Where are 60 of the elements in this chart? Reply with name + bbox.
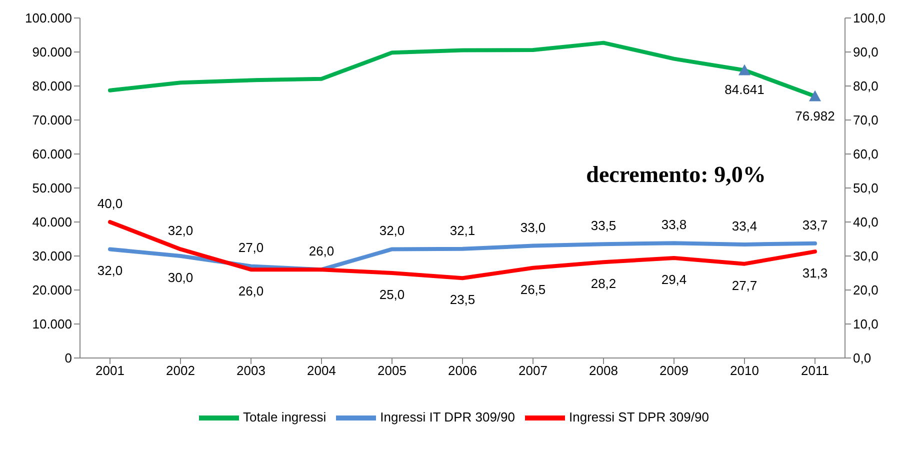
data-label: 26,0	[238, 284, 264, 299]
y2-tick-label: 40,0	[853, 214, 878, 230]
data-label: 76.982	[795, 108, 835, 124]
data-label: 26,5	[520, 282, 546, 297]
y2-tick-label: 10,0	[853, 316, 878, 332]
y2-tick-label: 50,0	[853, 180, 878, 196]
legend-label: Ingressi IT DPR 309/90	[380, 409, 516, 424]
data-label: 26,0	[308, 244, 334, 259]
data-label: 32,0	[97, 263, 123, 278]
y2-tick-label: 60,0	[853, 146, 878, 162]
x-tick-label: 2004	[307, 363, 336, 378]
data-label: 32,1	[450, 222, 476, 238]
y2-tick-label: 80,0	[853, 78, 878, 94]
data-label: 30,0	[168, 270, 194, 285]
y-tick-label: 0	[64, 350, 72, 366]
y-tick-label: 50.000	[32, 180, 72, 196]
x-tick-label: 2010	[730, 363, 759, 378]
data-label: 33,0	[520, 220, 546, 235]
y2-tick-label: 20,0	[853, 282, 878, 298]
y-tick-label: 70.000	[32, 112, 72, 128]
x-tick-label: 2009	[660, 363, 688, 378]
y-tick-label: 10.000	[32, 316, 72, 332]
y2-tick-label: 100,0	[853, 10, 886, 26]
data-label: 25,0	[379, 287, 405, 302]
data-label: 28,2	[590, 276, 616, 292]
data-label: 27,7	[732, 278, 758, 293]
data-label: 23,5	[450, 292, 476, 308]
data-label: 40,0	[97, 196, 123, 211]
x-tick-label: 2005	[378, 363, 406, 378]
data-label: 29,4	[661, 272, 687, 288]
x-tick-label: 2006	[448, 363, 477, 378]
y-tick-label: 80.000	[32, 78, 72, 94]
x-tick-label: 2002	[166, 363, 195, 378]
x-tick-label: 2007	[518, 363, 548, 378]
legend-label: Totale ingressi	[243, 409, 326, 424]
annotation: decremento: 9,0%	[586, 162, 766, 187]
x-tick-label: 2008	[589, 363, 618, 378]
y2-tick-label: 0,0	[853, 350, 872, 366]
data-label: 33,5	[590, 218, 616, 234]
x-tick-label: 2003	[236, 363, 266, 378]
y-tick-label: 40.000	[32, 214, 72, 230]
y2-tick-label: 90,0	[853, 44, 878, 60]
y-tick-label: 60.000	[32, 146, 72, 162]
y2-tick-label: 70,0	[853, 112, 878, 128]
data-label: 33,4	[732, 218, 758, 234]
legend-label: Ingressi ST DPR 309/90	[569, 409, 709, 424]
y-tick-label: 30.000	[32, 248, 72, 264]
data-label: 31,3	[802, 266, 828, 281]
data-label: 32,0	[379, 223, 405, 238]
data-label: 33,7	[802, 217, 828, 232]
y-tick-label: 20.000	[32, 282, 72, 298]
y-tick-label: 100.000	[25, 10, 72, 26]
x-tick-label: 2001	[96, 363, 124, 378]
data-label: 27,0	[238, 240, 264, 256]
x-tick-label: 2011	[801, 363, 829, 378]
data-label: 33,8	[661, 217, 687, 232]
data-label: 84.641	[724, 82, 764, 98]
y2-tick-label: 30,0	[853, 248, 878, 264]
y-tick-label: 90.000	[32, 44, 72, 60]
data-label: 32,0	[168, 223, 194, 238]
